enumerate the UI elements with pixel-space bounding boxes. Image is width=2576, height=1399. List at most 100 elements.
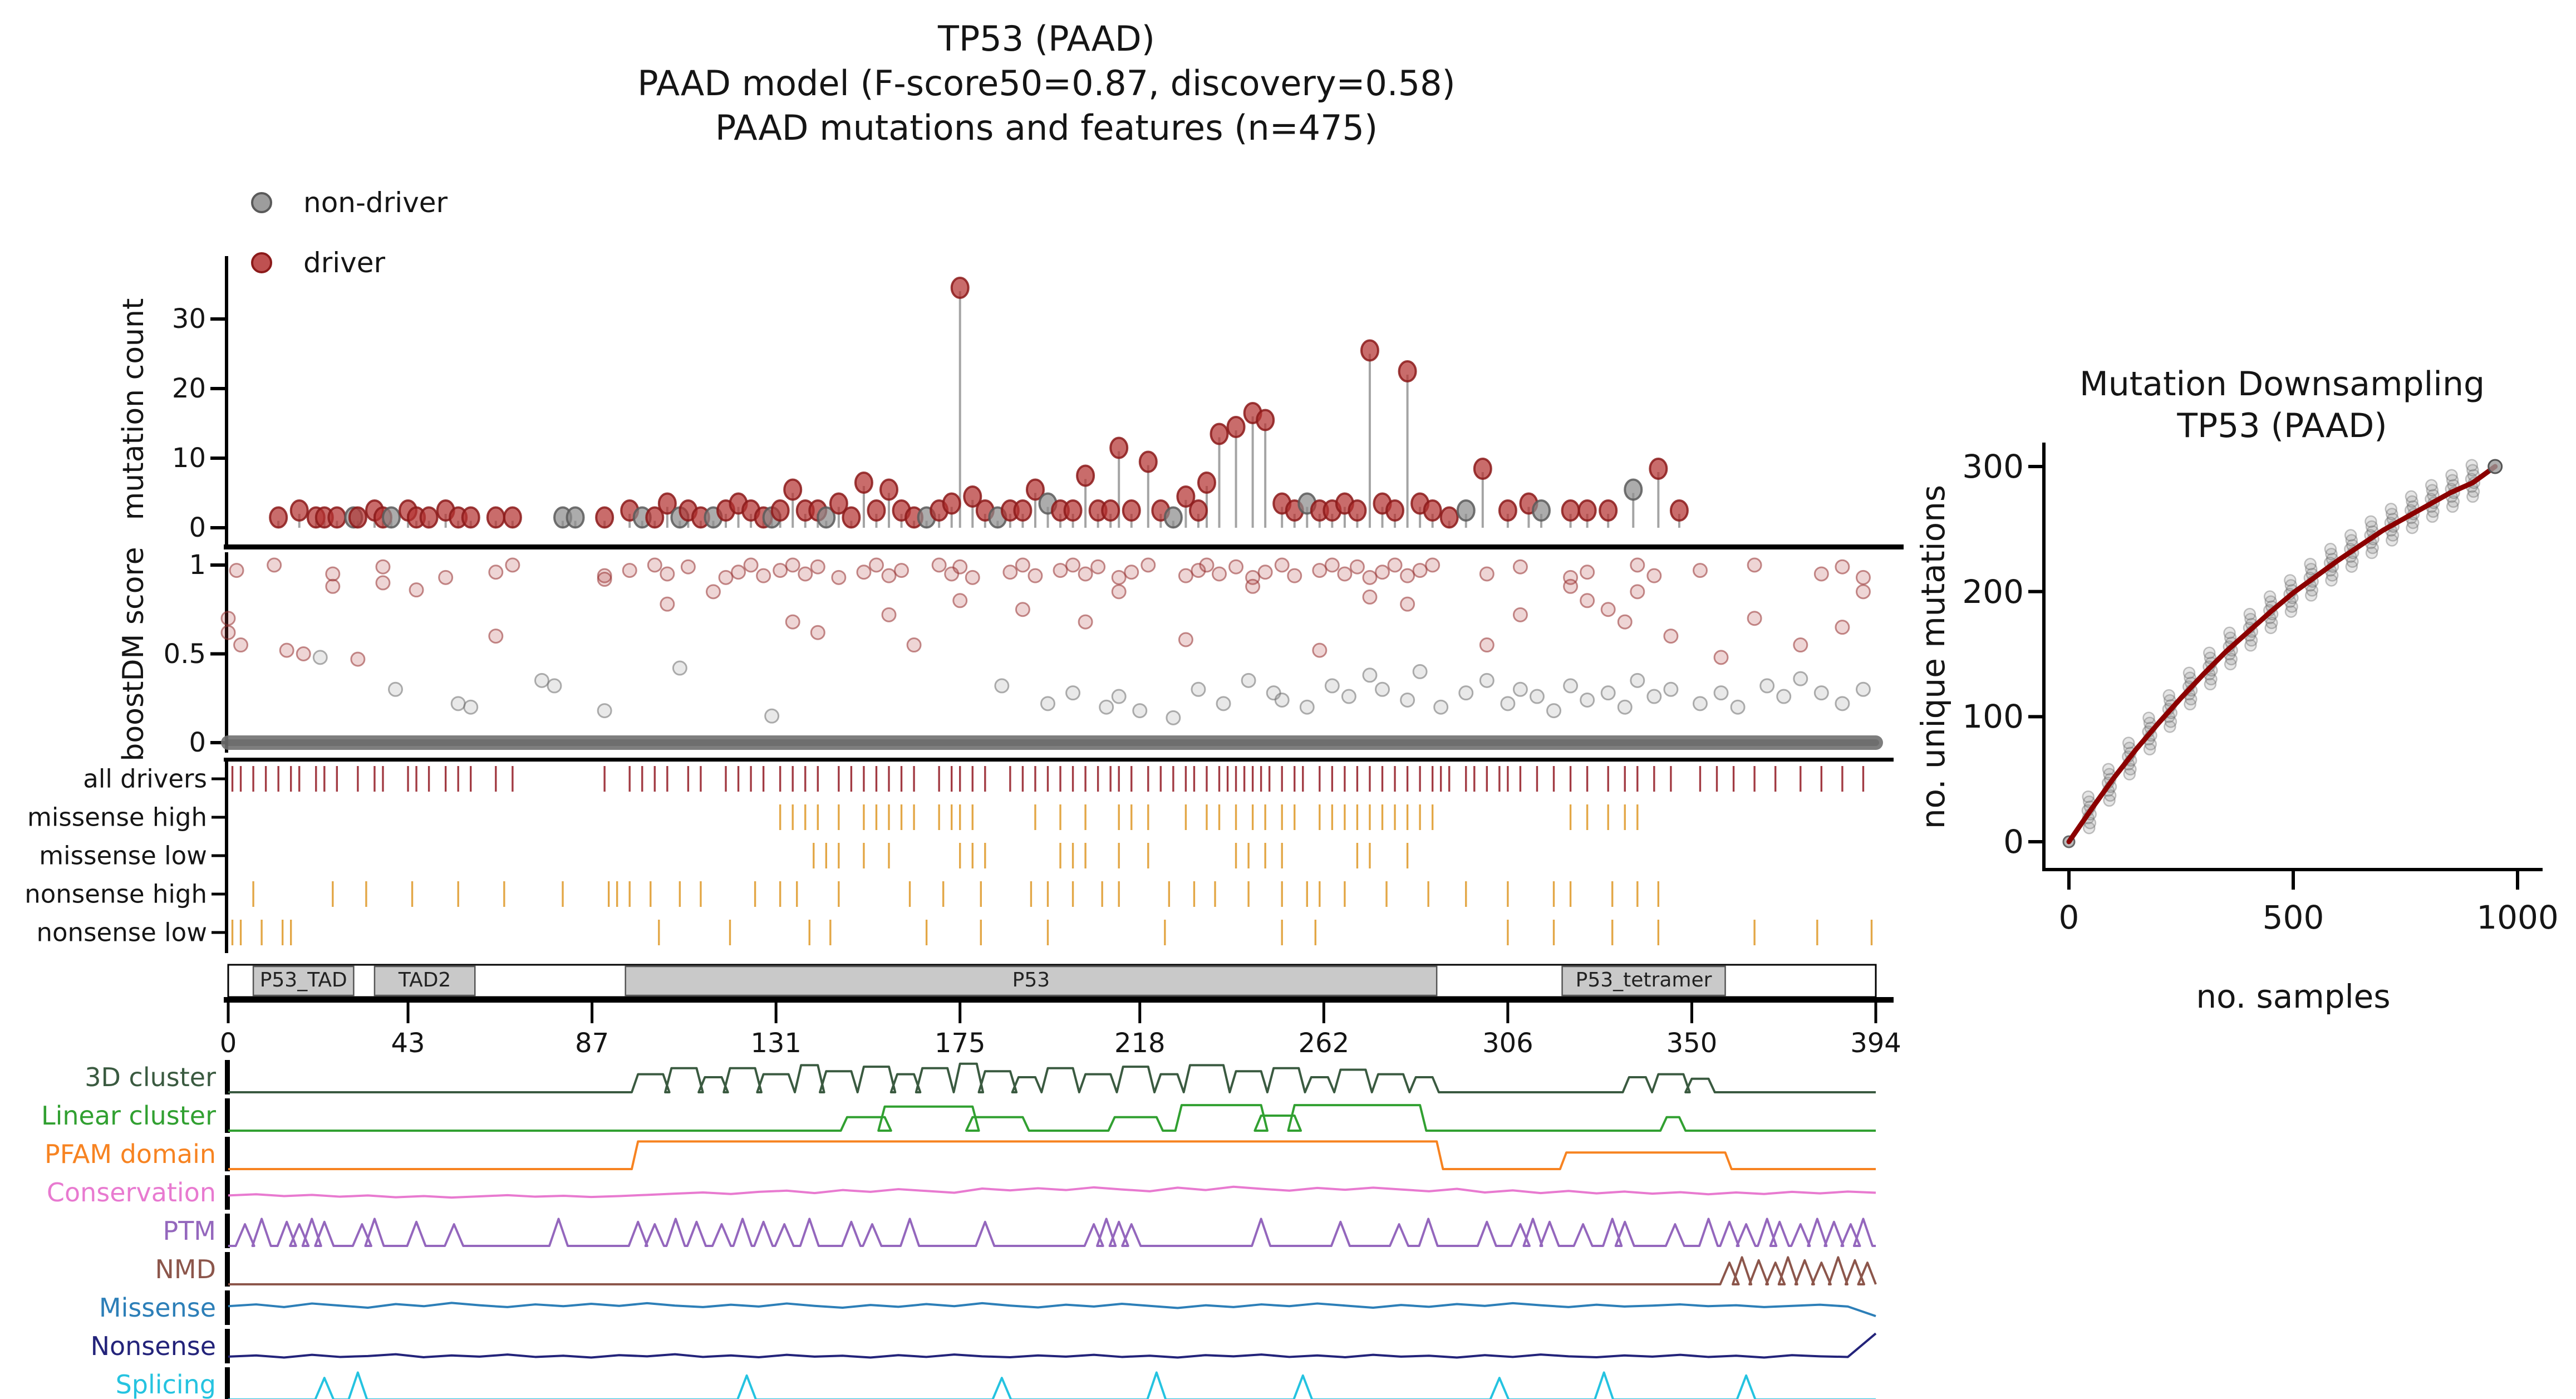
boostdm-point-driver [660,566,675,582]
boostdm-point-non-driver [1646,689,1662,704]
boostdm-point-non-driver [1341,689,1356,704]
legend-label-non-driver: non-driver [303,186,448,219]
boostdm-point-driver [680,559,696,575]
needle-dot-driver [854,472,873,494]
domain-box [373,965,476,997]
boostdm-point-driver [220,625,236,640]
needle-dot-driver [867,499,886,522]
boostdm-point-driver [1312,642,1328,658]
feature-curve-Splicing [228,1371,1876,1399]
boostdm-point-driver [705,584,721,600]
needle-dot-driver [1385,499,1405,522]
downsampling-point [2204,678,2217,691]
downsampling-point [2467,485,2480,498]
downsampling-point [2386,508,2398,521]
boostdm-point-driver [1178,632,1193,647]
boostdm-point-non-driver [1617,699,1633,715]
feature-curve-PTM [228,1218,1876,1247]
downsampling-point [2182,666,2196,679]
boostdm-point-driver [1387,557,1403,573]
boostdm-point-non-driver [1400,692,1415,708]
protein-axis-tick-label: 306 [1482,1028,1533,1059]
boostdm-point-driver [1312,563,1328,578]
downsampling-point [2204,651,2217,664]
boostdm-point-driver [1580,564,1595,580]
downsampling-point [2083,822,2096,835]
needle-dot-non-driver [1624,478,1643,501]
downsampling-point [2344,529,2357,542]
needle-dot-driver [1599,499,1618,522]
boostdm-point-driver [488,629,504,644]
needle-ytick-label: 0 [189,512,206,543]
boostdm-point-driver [409,582,424,598]
needle-dot-driver [1013,499,1033,522]
downsampling-point [2243,607,2257,621]
needle-dot-driver [963,485,982,508]
feature-spine [225,1329,230,1363]
downsampling-point [2325,548,2338,561]
tick-track-label-missense-low: missense low [39,841,207,871]
needle-dot-non-driver [1456,499,1476,522]
boostdm-point-driver [810,559,825,575]
downsampling-point [2446,474,2459,487]
downsampling-point [2466,490,2479,503]
domain-label-P53_TAD: P53_TAD [259,969,347,991]
boostdm-point-driver [1400,596,1415,612]
boostdm-point-driver [1580,593,1595,608]
protein-axis-baseline [224,997,1894,1003]
boostdm-point-non-driver [1813,685,1829,701]
downsampling-point [2184,698,2196,711]
needle-dot-driver [1109,436,1129,459]
tick-track-label-nonsense-high: nonsense high [24,879,207,909]
needle-dot-driver [1348,499,1367,522]
boostdm-point-driver [894,563,910,578]
boostdm-point-driver [1512,607,1528,622]
legend-marker-non-driver [251,192,272,213]
downsampling-point [2103,789,2117,802]
boostdm-point-non-driver [764,708,780,724]
feature-spine [225,1214,230,1248]
downsampling-point [2102,763,2115,775]
feature-label-PFAM-domain: PFAM domain [44,1139,216,1169]
downsampling-point [2184,693,2198,706]
protein-axis-tick-label: 394 [1850,1028,1901,1059]
boostdm-point-driver [1855,584,1871,600]
needle-dot-driver [1498,499,1517,522]
downsampling-point [2386,529,2400,542]
boostdm-point-non-driver [1759,678,1775,694]
boostdm-point-driver [756,568,771,583]
feature-label-PTM: PTM [163,1216,216,1246]
boostdm-point-driver [1747,611,1762,626]
boostdm-point-driver [1362,570,1378,585]
downsampling-ylabel: no. unique mutations [1914,484,1952,829]
boostdm-point-driver [1140,557,1156,573]
downsampling-point [2265,616,2278,630]
feature-label-NMD: NMD [155,1254,216,1284]
downsampling-point [2224,631,2237,645]
boostdm-point-driver [868,557,884,573]
downsampling-point [2304,562,2318,576]
boostdm-point-driver [1600,602,1616,617]
feature-curve-PFAM-domain [228,1140,1876,1170]
needle-dot-non-driver [381,506,401,529]
downsampling-xtick-label: 0 [2058,899,2080,936]
main-title-line1: TP53 (PAAD) [938,18,1155,59]
boostdm-point-driver [718,570,734,585]
needle-dot-driver [942,492,961,515]
needle-dot-driver [1561,499,1580,522]
boostdm-point-driver [375,575,391,591]
boostdm-point-driver [1078,566,1093,582]
domain-box [1561,965,1726,997]
downsampling-point [2144,738,2157,751]
boostdm-point-driver [1425,557,1441,573]
downsampling-point [2143,743,2156,755]
boostdm-point-driver [1028,568,1043,583]
downsampling-point [2244,639,2257,652]
boostdm-point-driver [1630,584,1645,600]
downsampling-point [2366,541,2379,554]
boostdm-point-non-driver [1600,685,1616,701]
downsampling-point [2345,560,2358,573]
boostdm-point-driver [1479,637,1495,653]
